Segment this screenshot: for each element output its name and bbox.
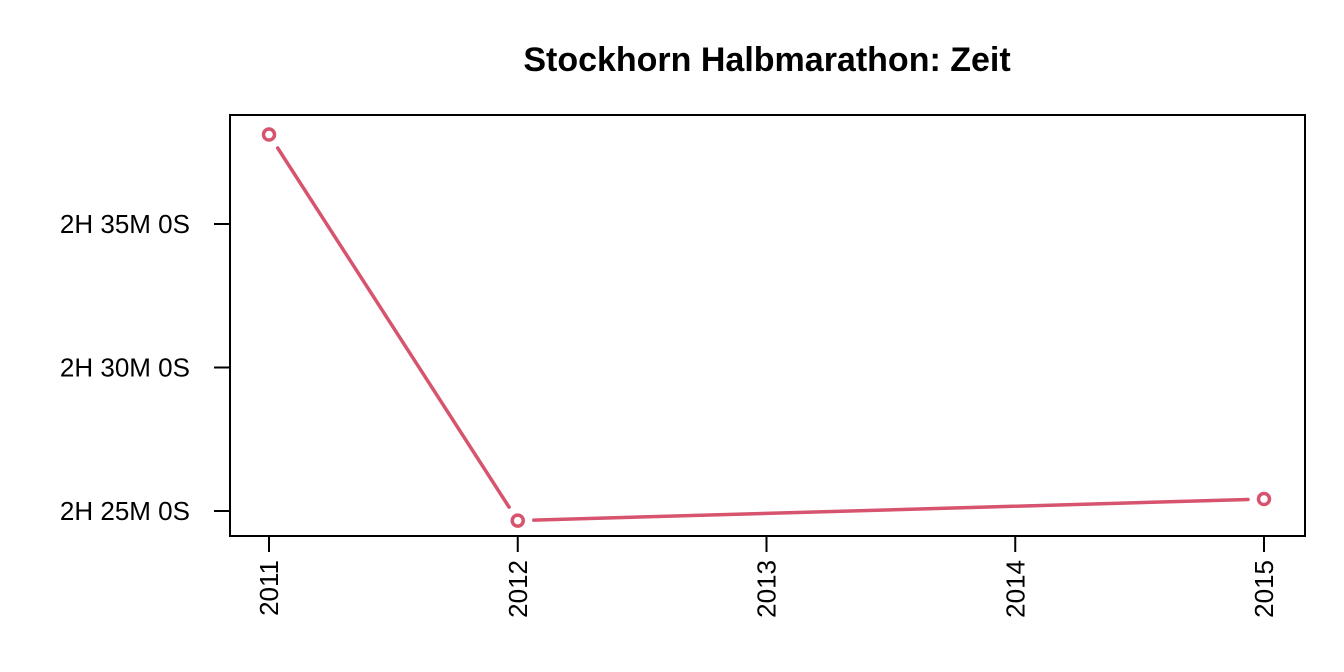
x-tick-label: 2011 bbox=[254, 560, 284, 616]
data-point bbox=[1256, 491, 1272, 507]
data-point bbox=[510, 513, 525, 528]
series-line-segment bbox=[531, 497, 1250, 522]
x-axis: 2011 2012 2013 2014 2015 bbox=[254, 535, 1279, 618]
data-point bbox=[261, 127, 277, 142]
y-tick-label: 2H 30M 0S bbox=[60, 353, 190, 383]
series-line-segment bbox=[275, 146, 511, 509]
x-tick-label: 2012 bbox=[503, 560, 533, 618]
x-tick-label: 2014 bbox=[1000, 560, 1030, 618]
x-tick-label: 2013 bbox=[752, 560, 782, 618]
series-layer bbox=[261, 127, 1272, 528]
x-tick-label: 2015 bbox=[1249, 560, 1279, 618]
y-tick-label: 2H 25M 0S bbox=[60, 496, 190, 526]
y-tick-label: 2H 35M 0S bbox=[60, 209, 190, 239]
chart-title: Stockhorn Halbmarathon: Zeit bbox=[523, 41, 1010, 79]
y-axis: 2H 25M 0S 2H 30M 0S 2H 35M 0S bbox=[60, 209, 231, 526]
